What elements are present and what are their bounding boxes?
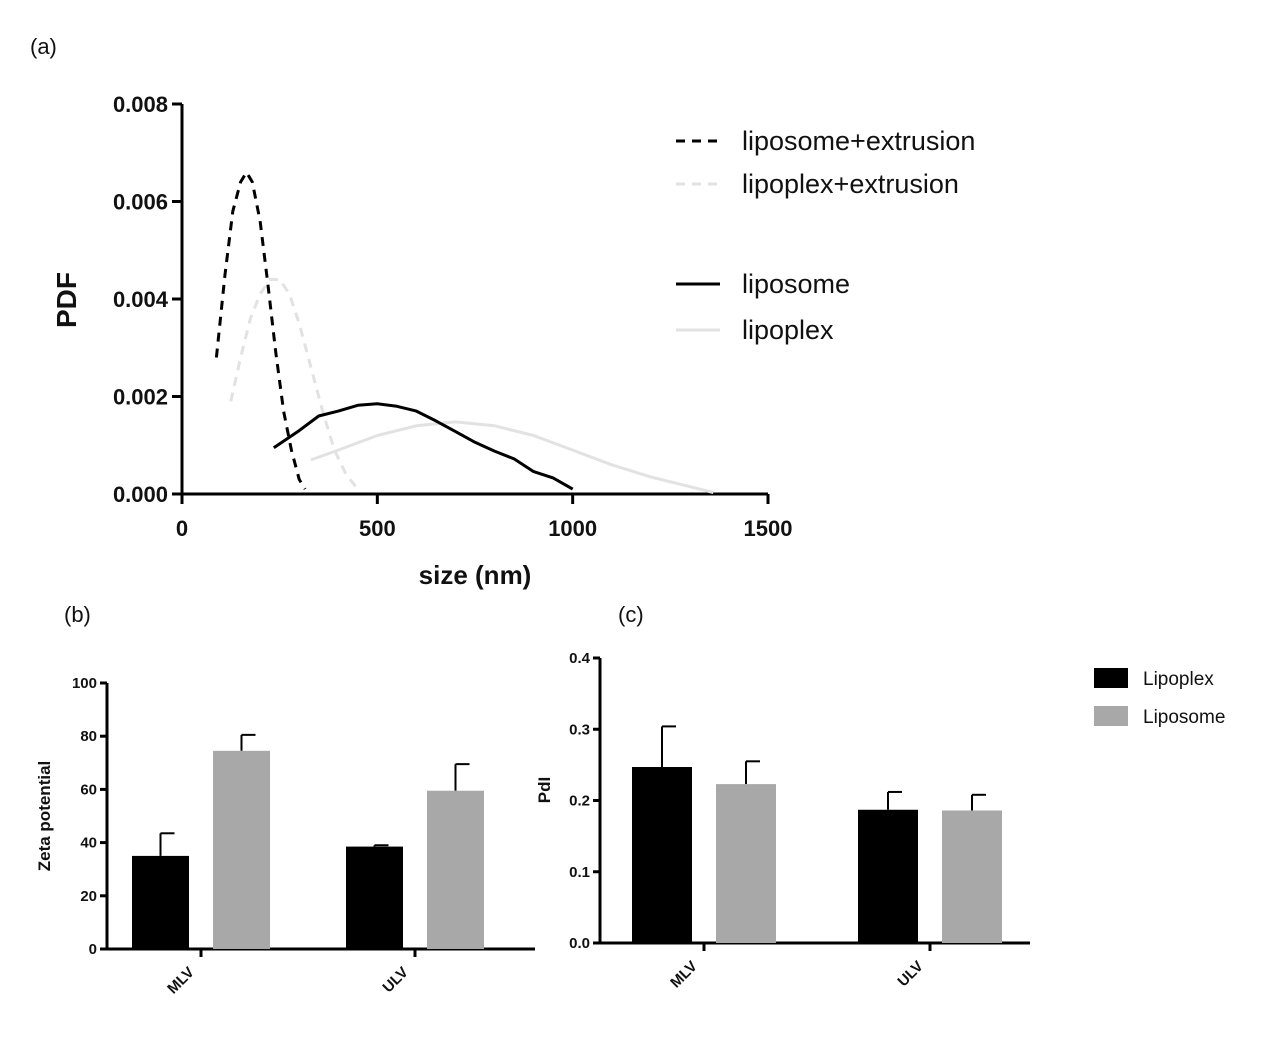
panel-c-y-tick-label: 0.2 xyxy=(569,793,590,810)
legend-label-lipoplex: lipoplex xyxy=(742,315,834,345)
panel-b-bar-lipoplex-ulv xyxy=(346,846,403,949)
panel-c-y-axis-title: PdI xyxy=(535,777,554,803)
legend-label-lipoplex-extrusion: lipoplex+extrusion xyxy=(742,169,959,199)
panel-c-bar-liposome-ulv xyxy=(942,810,1002,943)
series-line-lipoplex-extrusion xyxy=(229,278,359,491)
panel-b-y-tick-label: 20 xyxy=(80,888,97,905)
panel-b-y-tick-label: 0 xyxy=(89,941,97,958)
panel-c-y-tick-label: 0.0 xyxy=(569,935,590,952)
panel-b-x-tick-label: MLV xyxy=(164,964,198,998)
series-line-liposome xyxy=(272,402,574,491)
panel-a-series xyxy=(214,170,714,494)
panel-a-legend: liposome+extrusion lipoplex+extrusion lipo… xyxy=(676,126,975,345)
panel-a-y-tick-label: 0.006 xyxy=(113,190,168,215)
series-line-liposome-extrusion xyxy=(214,170,307,490)
panel-a-x-tick-label: 500 xyxy=(359,516,396,541)
panel-a-x-axis-title: size (nm) xyxy=(419,560,532,590)
legend-swatch-lipoplex xyxy=(1094,668,1128,688)
panel-c-bar-chart: (c) 0.0 0.1 0.2 0.3 0.4 MLV ULV Lipoplex Liposo… xyxy=(535,602,1225,991)
legend-label-liposome: Liposome xyxy=(1143,707,1225,728)
panel-label-c: (c) xyxy=(618,602,644,627)
panel-a-axes: 0.000 0.002 0.004 0.006 0.008 0 500 1000 1500 xyxy=(113,92,793,541)
panel-c-y-tick-label: 0.1 xyxy=(569,864,590,881)
panel-a-y-tick-label: 0.000 xyxy=(113,482,168,507)
panel-a-y-tick-label: 0.008 xyxy=(113,92,168,117)
panel-b-y-tick-label: 100 xyxy=(72,675,97,692)
panel-c-legend: Lipoplex Liposome xyxy=(1094,668,1225,728)
panel-a-x-tick-label: 1500 xyxy=(744,516,793,541)
panel-c-bar-lipoplex-mlv xyxy=(632,767,692,943)
panel-c-x-tick-label: MLV xyxy=(667,958,701,992)
panel-c-bar-lipoplex-ulv xyxy=(858,809,918,943)
legend-swatch-liposome xyxy=(1094,706,1128,726)
panel-a-x-tick-label: 1000 xyxy=(548,516,597,541)
legend-label-lipoplex: Lipoplex xyxy=(1143,669,1214,690)
panel-a-y-tick-label: 0.004 xyxy=(113,287,169,312)
panel-b-bar-liposome-ulv xyxy=(427,790,484,949)
panel-label-b: (b) xyxy=(64,602,91,627)
panel-a-y-tick-label: 0.002 xyxy=(113,385,168,410)
panel-c-bar-liposome-mlv xyxy=(716,784,776,943)
panel-b-bar-liposome-mlv xyxy=(213,750,270,949)
panel-b-bars xyxy=(132,733,484,949)
panel-b-y-tick-label: 40 xyxy=(80,835,97,852)
panel-b-x-tick-label: ULV xyxy=(379,964,411,996)
panel-c-y-tick-label: 0.3 xyxy=(569,721,590,738)
panel-label-a: (a) xyxy=(30,34,57,59)
panel-c-x-tick-label: ULV xyxy=(894,958,926,990)
panel-c-bars xyxy=(632,725,1002,943)
panel-b-y-tick-label: 60 xyxy=(80,781,97,798)
panel-a-line-chart: (a) 0.000 0.002 0.004 0.006 0.008 0 500 1000 150… xyxy=(30,34,975,590)
legend-label-liposome-extrusion: liposome+extrusion xyxy=(742,126,975,156)
panel-b-bar-chart: (b) 0 20 40 60 80 100 MLV ULV Zeta potential xyxy=(35,602,535,997)
panel-a-x-tick-label: 0 xyxy=(176,516,188,541)
panel-b-y-tick-label: 80 xyxy=(80,728,97,745)
panel-b-bar-lipoplex-mlv xyxy=(132,855,189,949)
panel-a-y-axis-title: PDF xyxy=(51,272,82,328)
legend-label-liposome: liposome xyxy=(742,269,850,299)
panel-c-y-tick-label: 0.4 xyxy=(569,650,591,667)
series-line-lipoplex xyxy=(310,420,714,494)
panel-b-y-axis-title: Zeta potential xyxy=(35,761,54,872)
